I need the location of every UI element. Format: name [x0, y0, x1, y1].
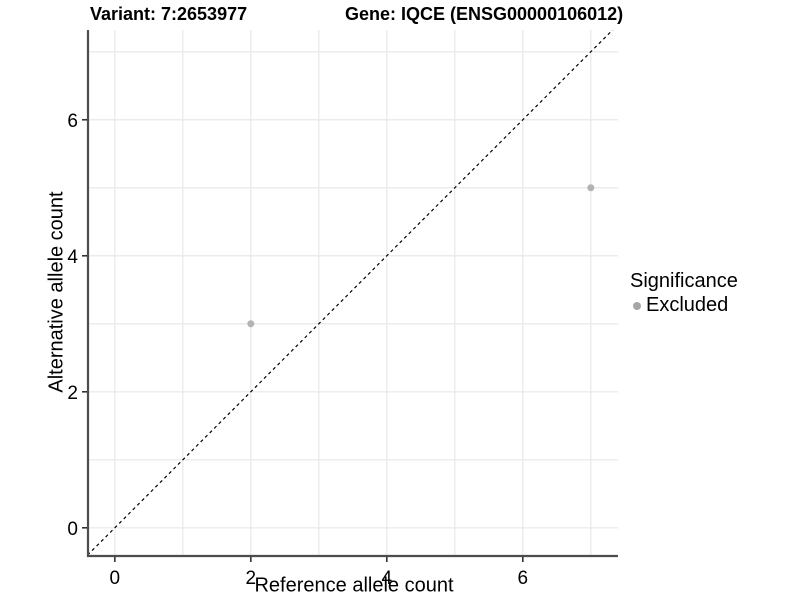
y-tick-label-0: 0 [67, 519, 78, 540]
x-tick-label-4: 4 [382, 568, 393, 589]
x-tick-label-2: 2 [246, 568, 257, 589]
variant-title: Variant: 7:2653977 [90, 4, 248, 24]
data-point [587, 184, 595, 192]
legend-title: Significance [630, 270, 738, 292]
y-tick-label-2: 2 [67, 383, 78, 404]
y-tick-label-6: 6 [67, 111, 78, 132]
legend-item-label: Excluded [646, 294, 729, 316]
y-tick-label-4: 4 [67, 247, 78, 268]
y-axis-label: Alternative allele count [45, 191, 68, 393]
identity-line [89, 30, 614, 555]
x-tick-label-0: 0 [110, 568, 121, 589]
data-point [247, 320, 255, 328]
legend: Significance Excluded [630, 270, 738, 317]
x-tick-label-6: 6 [518, 568, 529, 589]
legend-point-icon [633, 301, 641, 310]
x-axis-label: Reference allele count [254, 574, 454, 597]
legend-item-excluded: Excluded [633, 294, 738, 317]
gene-title: Gene: IQCE (ENSG00000106012) [345, 4, 624, 24]
